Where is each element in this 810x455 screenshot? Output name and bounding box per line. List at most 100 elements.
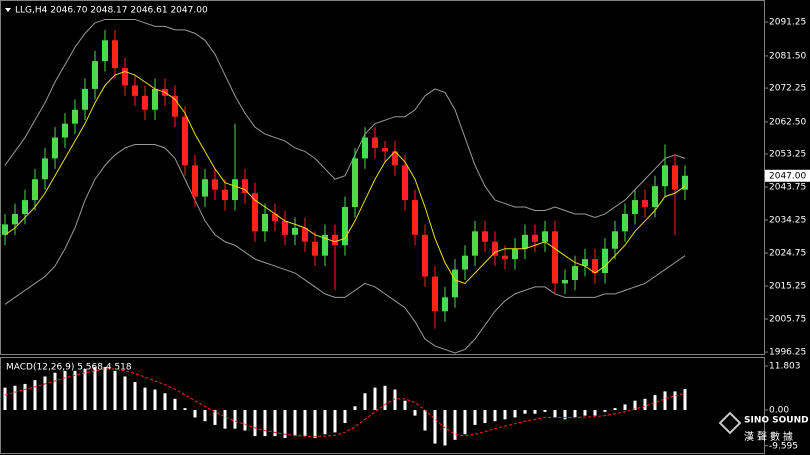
candle-body [92, 61, 98, 89]
candle-body [212, 179, 218, 190]
candle-body [622, 213, 628, 232]
candle-body [432, 276, 438, 312]
candle-body [282, 220, 288, 235]
candle-body [332, 234, 338, 246]
candle-body [552, 231, 558, 284]
candle-body [362, 137, 368, 159]
macd-bar [413, 410, 417, 416]
macd-bar [123, 376, 127, 411]
candle-body [412, 200, 418, 235]
macd-signal [4, 368, 686, 437]
candle-body [172, 95, 178, 117]
macd-bar [353, 406, 357, 411]
upper-band [4, 18, 686, 218]
macd-bar [643, 398, 647, 411]
candle-body [572, 266, 578, 280]
logo: SINO SOUND 漢聲數據 [718, 411, 809, 443]
candle-body [152, 88, 158, 110]
macd-bar [183, 408, 187, 411]
macd-bar [453, 410, 457, 440]
candle-body [42, 158, 48, 180]
macd-bar [33, 380, 37, 411]
macd-bar [173, 398, 177, 411]
macd-bar [153, 389, 157, 411]
y-tick-label: 2043.75 [769, 183, 806, 193]
macd-bar [623, 404, 627, 411]
candle-body [482, 231, 488, 242]
logo-icon [718, 411, 742, 435]
y-tick-label: 2081.50 [769, 51, 806, 61]
candle-body [292, 227, 298, 235]
macd-bar [493, 410, 497, 422]
candle-body [2, 224, 8, 235]
y-tick-label: 2072.25 [769, 84, 806, 94]
macd-bar [323, 410, 327, 435]
macd-bar [263, 410, 267, 437]
last-price-label: 2047.00 [769, 171, 806, 181]
macd-bar [143, 387, 147, 411]
macd-bar [653, 395, 657, 411]
price-panel [0, 0, 765, 355]
macd-bar [403, 400, 407, 411]
macd-bar [223, 410, 227, 429]
macd-bar [273, 410, 277, 437]
candle-body [182, 116, 188, 166]
y-tick-label: 2062.50 [769, 117, 806, 127]
candle-body [512, 248, 518, 260]
y-tick-label: 0.00 [769, 406, 789, 416]
candle-body [452, 269, 458, 298]
candle-body [402, 165, 408, 201]
candle-body [372, 137, 378, 148]
y-tick-label: 2005.75 [769, 315, 806, 325]
y-tick-label: 2024.75 [769, 249, 806, 259]
candle-body [542, 231, 548, 242]
macd-bar [423, 410, 427, 431]
macd-bar [3, 387, 7, 411]
macd-bar [663, 391, 667, 411]
macd-bar [53, 372, 57, 411]
candle-body [232, 179, 238, 201]
candle-body [72, 109, 78, 124]
macd-bar [293, 410, 297, 437]
macd-bar [93, 367, 97, 411]
candle-body [272, 213, 278, 221]
y-tick-label: 2015.25 [769, 282, 806, 292]
macd-bar [193, 410, 197, 418]
macd-bar [573, 410, 577, 418]
macd-bar [253, 410, 257, 437]
macd-bar [63, 370, 67, 411]
candle-body [672, 165, 678, 190]
candle-body [12, 213, 18, 225]
candle-body [682, 175, 688, 190]
candle-body [252, 193, 258, 232]
macd-bar [233, 410, 237, 429]
macd-bar [683, 389, 687, 411]
candle-body [582, 259, 588, 267]
y-tick-label: 2091.25 [769, 18, 806, 28]
candle-body [262, 213, 268, 232]
macd-bar [303, 410, 307, 437]
candle-body [532, 234, 538, 242]
logo-subtitle: 漢聲數據 [744, 430, 796, 443]
last-price-box [765, 169, 810, 182]
macd-panel [0, 357, 765, 454]
candle-body [422, 234, 428, 277]
macd-bar [433, 410, 437, 444]
candle-body [242, 179, 248, 194]
moving-average [4, 71, 686, 285]
candle-body [662, 165, 668, 187]
lower-band [4, 144, 686, 354]
y-tick-label: 11.803 [769, 362, 801, 372]
candle-body [112, 40, 118, 69]
candle-body [502, 255, 508, 260]
candle-body [302, 227, 308, 242]
macd-bar [243, 410, 247, 431]
candle-body [342, 207, 348, 246]
macd-bar [603, 410, 607, 412]
candle-body [192, 165, 198, 197]
candle-body [612, 231, 618, 249]
candle-body [652, 186, 658, 208]
logo-name: SINO SOUND [744, 416, 809, 426]
macd-bar [333, 410, 337, 433]
candle-body [322, 234, 328, 256]
